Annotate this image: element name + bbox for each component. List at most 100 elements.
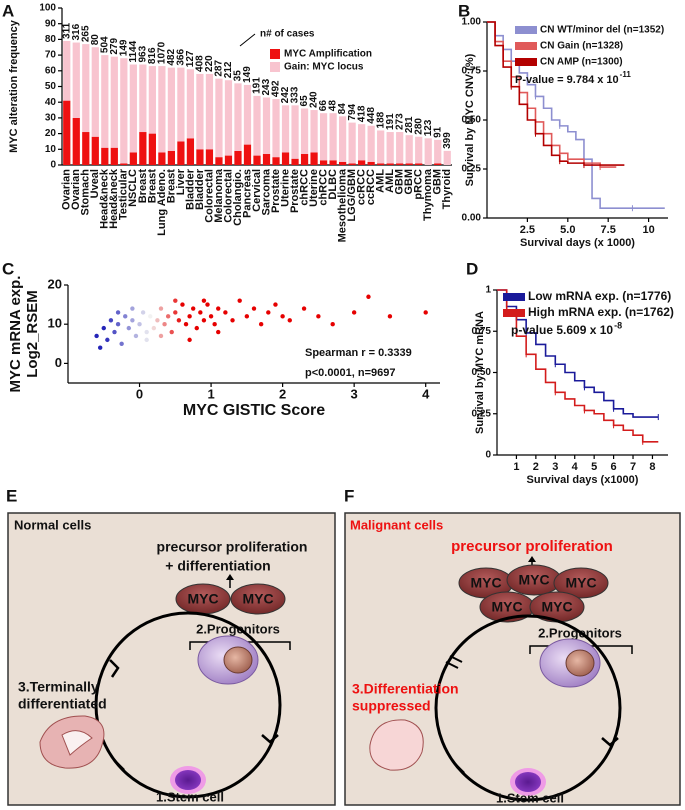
x-tick-label: Prostate <box>270 169 282 213</box>
bar-segment <box>234 150 242 165</box>
point <box>140 310 146 315</box>
legend-label: CN AMP (n=1300) <box>540 57 623 68</box>
x-tick-label: Breast <box>146 169 158 204</box>
cycle-arrow <box>601 737 619 747</box>
x-tick-label: Liver <box>175 168 187 195</box>
x-tick-label: AML <box>375 169 387 193</box>
bar-segment <box>367 161 375 165</box>
x-tick-label: 5.0 <box>560 224 575 236</box>
bar-segment <box>101 55 109 148</box>
point <box>187 314 192 319</box>
x-tick-label: Uterine <box>308 169 320 207</box>
x-tick-label: Cholangio. <box>232 169 244 226</box>
survival-curve <box>487 21 617 168</box>
bar-segment <box>91 47 99 137</box>
case-count: 48 <box>328 100 339 112</box>
x-tick-label: Colorectal <box>203 169 215 223</box>
bar-segment <box>110 56 118 148</box>
y-tick-label: 0.25 <box>472 408 492 419</box>
process-label: + differentiation <box>165 558 270 574</box>
bar-segment <box>329 113 337 161</box>
x-tick-label: Stomach <box>80 169 92 216</box>
x-tick-label: NSCLC <box>127 169 139 207</box>
case-count: 65 <box>299 95 310 107</box>
point <box>180 302 185 307</box>
x-tick-label: 2 <box>279 386 286 401</box>
legend-label: MYC Amplification <box>284 49 372 60</box>
x-axis-label: MYC GISTIC Score <box>183 402 325 419</box>
case-count: 127 <box>185 50 196 67</box>
x-tick-label: Testicular <box>118 168 130 220</box>
y-tick-label: 0.75 <box>472 326 492 337</box>
x-tick-label: 6 <box>611 461 617 473</box>
case-count: 243 <box>261 78 272 95</box>
point <box>126 325 132 331</box>
point <box>176 318 182 323</box>
bar-segment <box>158 152 166 165</box>
inhibit-bar <box>453 762 465 774</box>
bar-segment <box>158 66 166 153</box>
point <box>130 318 135 323</box>
x-tick-label: 4 <box>572 461 579 473</box>
case-count: 280 <box>413 118 424 135</box>
case-count: 333 <box>290 86 301 103</box>
bar-segment <box>253 95 261 156</box>
legend-swatch <box>515 42 537 50</box>
x-tick-label: Colorectal <box>222 169 234 223</box>
arrow-head <box>528 556 536 562</box>
case-count: 273 <box>394 113 405 130</box>
point <box>173 298 178 303</box>
bar-segment <box>310 152 318 165</box>
x-tick-label: Prostate <box>289 169 301 213</box>
bar-segment <box>405 163 413 165</box>
x-tick-label: Head&neck <box>108 168 120 229</box>
y-tick-label: 10 <box>45 144 57 155</box>
x-tick-label: 7.5 <box>601 224 616 236</box>
point <box>173 310 178 315</box>
y-tick-label: 60 <box>45 65 57 76</box>
point <box>108 318 114 323</box>
point <box>187 337 192 343</box>
point <box>244 314 250 319</box>
case-count: 91 <box>432 126 443 138</box>
bar-segment <box>300 154 309 165</box>
legend-label: CN WT/minor del (n=1352) <box>540 25 664 36</box>
inhibit-bar <box>113 759 125 771</box>
y-tick-label: 1.00 <box>462 17 482 28</box>
stage-label: 1.Stem cell <box>496 790 564 805</box>
y-tick-label: 50 <box>45 81 57 92</box>
point <box>165 314 171 319</box>
bar-segment <box>443 150 451 165</box>
bar-segment <box>167 150 176 165</box>
case-count: 1070 <box>157 41 168 64</box>
point <box>194 325 199 331</box>
bar-segment <box>205 73 214 150</box>
y-tick-label: 0.00 <box>462 213 482 224</box>
point <box>151 325 157 331</box>
stage-label: 1.Stem cell <box>156 789 224 804</box>
p-exponent: -8 <box>614 320 622 330</box>
bar-segment <box>196 73 204 150</box>
point <box>198 310 203 315</box>
panel-letter: C <box>2 259 14 278</box>
bar-segment <box>291 105 299 159</box>
point <box>301 306 307 311</box>
bar-segment <box>319 160 328 165</box>
point <box>366 294 371 299</box>
myc-label: MYC <box>565 575 596 591</box>
legend-swatch <box>515 26 537 34</box>
point <box>201 298 207 303</box>
myc-label: MYC <box>491 599 522 615</box>
point <box>101 325 106 331</box>
y-tick-label: 1 <box>485 285 491 296</box>
block-mark <box>445 661 459 669</box>
bar-segment <box>63 100 71 165</box>
survival-curve <box>497 289 659 418</box>
block-mark <box>449 655 463 663</box>
point <box>201 318 207 323</box>
x-tick-label: Thymoma <box>422 168 434 221</box>
x-tick-label: GBM <box>403 169 415 195</box>
bar-segment <box>177 67 185 142</box>
p-value: p-value 5.609 x 10 <box>511 323 613 337</box>
